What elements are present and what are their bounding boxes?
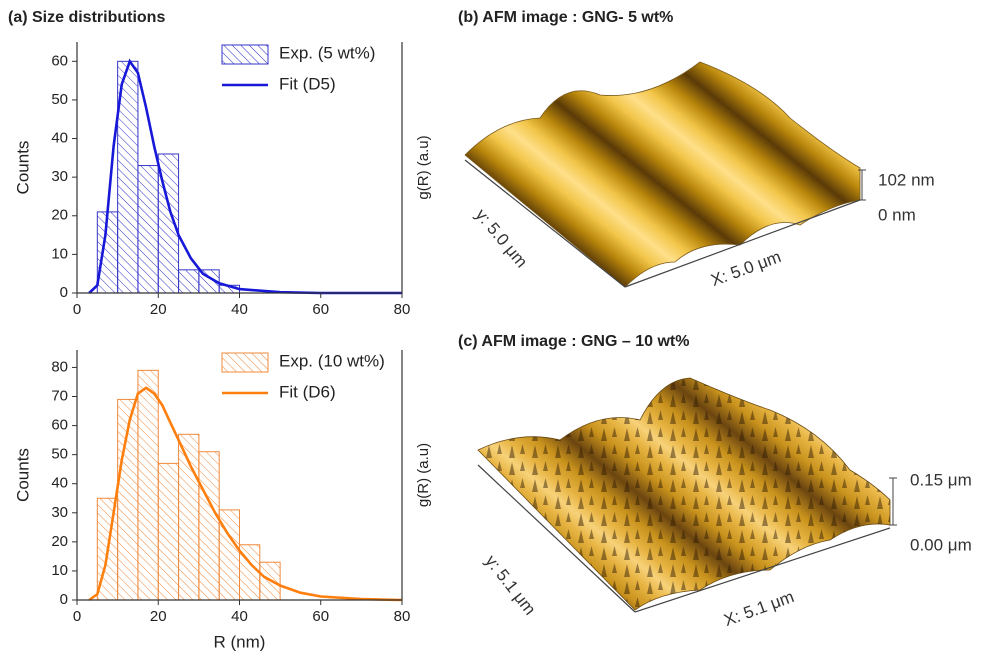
bar bbox=[199, 452, 219, 600]
z-max: 0.15 μm bbox=[910, 470, 972, 489]
x-tick-label: 20 bbox=[150, 301, 167, 318]
bar bbox=[179, 270, 199, 293]
legend-swatch bbox=[222, 353, 268, 372]
y-tick-label: 10 bbox=[51, 562, 68, 579]
y-tick-label: 10 bbox=[51, 245, 68, 262]
afm-spikes bbox=[478, 378, 890, 610]
x-tick-label: 40 bbox=[231, 608, 248, 625]
legend-label: Exp. (5 wt%) bbox=[279, 43, 375, 62]
y-axis-label: Counts bbox=[13, 448, 32, 502]
legend-label: Exp. (10 wt%) bbox=[279, 351, 385, 370]
afm-panel: (c) AFM image : GNG – 10 wt% 0.15 μm 0.0… bbox=[458, 333, 972, 630]
y-tick-label: 50 bbox=[51, 91, 68, 108]
y2-axis-label: g(R) (a.u) bbox=[415, 135, 432, 199]
bar bbox=[138, 166, 158, 293]
legend-label: Fit (D6) bbox=[279, 382, 336, 401]
x-tick-label: 80 bbox=[394, 301, 411, 318]
afm-title: (b) AFM image : GNG- 5 wt% bbox=[458, 9, 673, 26]
x-tick-label: 60 bbox=[312, 301, 329, 318]
legend-swatch bbox=[222, 45, 268, 64]
y2-axis-label: g(R) (a.u) bbox=[415, 443, 432, 507]
y-tick-label: 50 bbox=[51, 446, 68, 463]
z-max: 102 nm bbox=[878, 170, 935, 189]
y-axis-label: Counts bbox=[13, 141, 32, 195]
y-tick-label: 70 bbox=[51, 387, 68, 404]
y-tick-label: 60 bbox=[51, 417, 68, 434]
y-tick-label: 0 bbox=[60, 591, 68, 608]
y-tick-label: 30 bbox=[51, 504, 68, 521]
panel-title: (a) Size distributions bbox=[8, 9, 165, 26]
x-tick-label: 0 bbox=[73, 608, 81, 625]
x-tick-label: 0 bbox=[73, 301, 81, 318]
x-axis-label: R (nm) bbox=[214, 632, 266, 651]
x-tick-label: 40 bbox=[231, 301, 248, 318]
x-tick-label: 80 bbox=[394, 608, 411, 625]
y-tick-label: 80 bbox=[51, 358, 68, 375]
bar bbox=[138, 370, 158, 600]
y-tick-label: 40 bbox=[51, 130, 68, 147]
y-tick-label: 20 bbox=[51, 207, 68, 224]
x-size: X: 5.1 μm bbox=[721, 587, 796, 630]
x-tick-label: 60 bbox=[312, 608, 329, 625]
y-tick-label: 20 bbox=[51, 533, 68, 550]
x-tick-label: 20 bbox=[150, 608, 167, 625]
y-size: y: 5.0 μm bbox=[472, 205, 532, 271]
x-size: X: 5.0 μm bbox=[708, 247, 783, 290]
y-tick-label: 0 bbox=[60, 284, 68, 301]
z-min: 0.00 μm bbox=[910, 535, 972, 554]
y-size: y: 5.1 μm bbox=[481, 552, 539, 619]
y-tick-label: 40 bbox=[51, 475, 68, 492]
legend-label: Fit (D5) bbox=[279, 74, 336, 93]
y-tick-label: 30 bbox=[51, 168, 68, 185]
z-min: 0 nm bbox=[878, 205, 916, 224]
bar bbox=[158, 463, 178, 600]
figure: (a) Size distributions (b) AFM image : G… bbox=[0, 0, 987, 658]
afm-title: (c) AFM image : GNG – 10 wt% bbox=[458, 333, 689, 350]
afm-panel: (b) AFM image : GNG- 5 wt% 102 nm 0 nm y… bbox=[458, 9, 935, 290]
y-tick-label: 60 bbox=[51, 52, 68, 69]
